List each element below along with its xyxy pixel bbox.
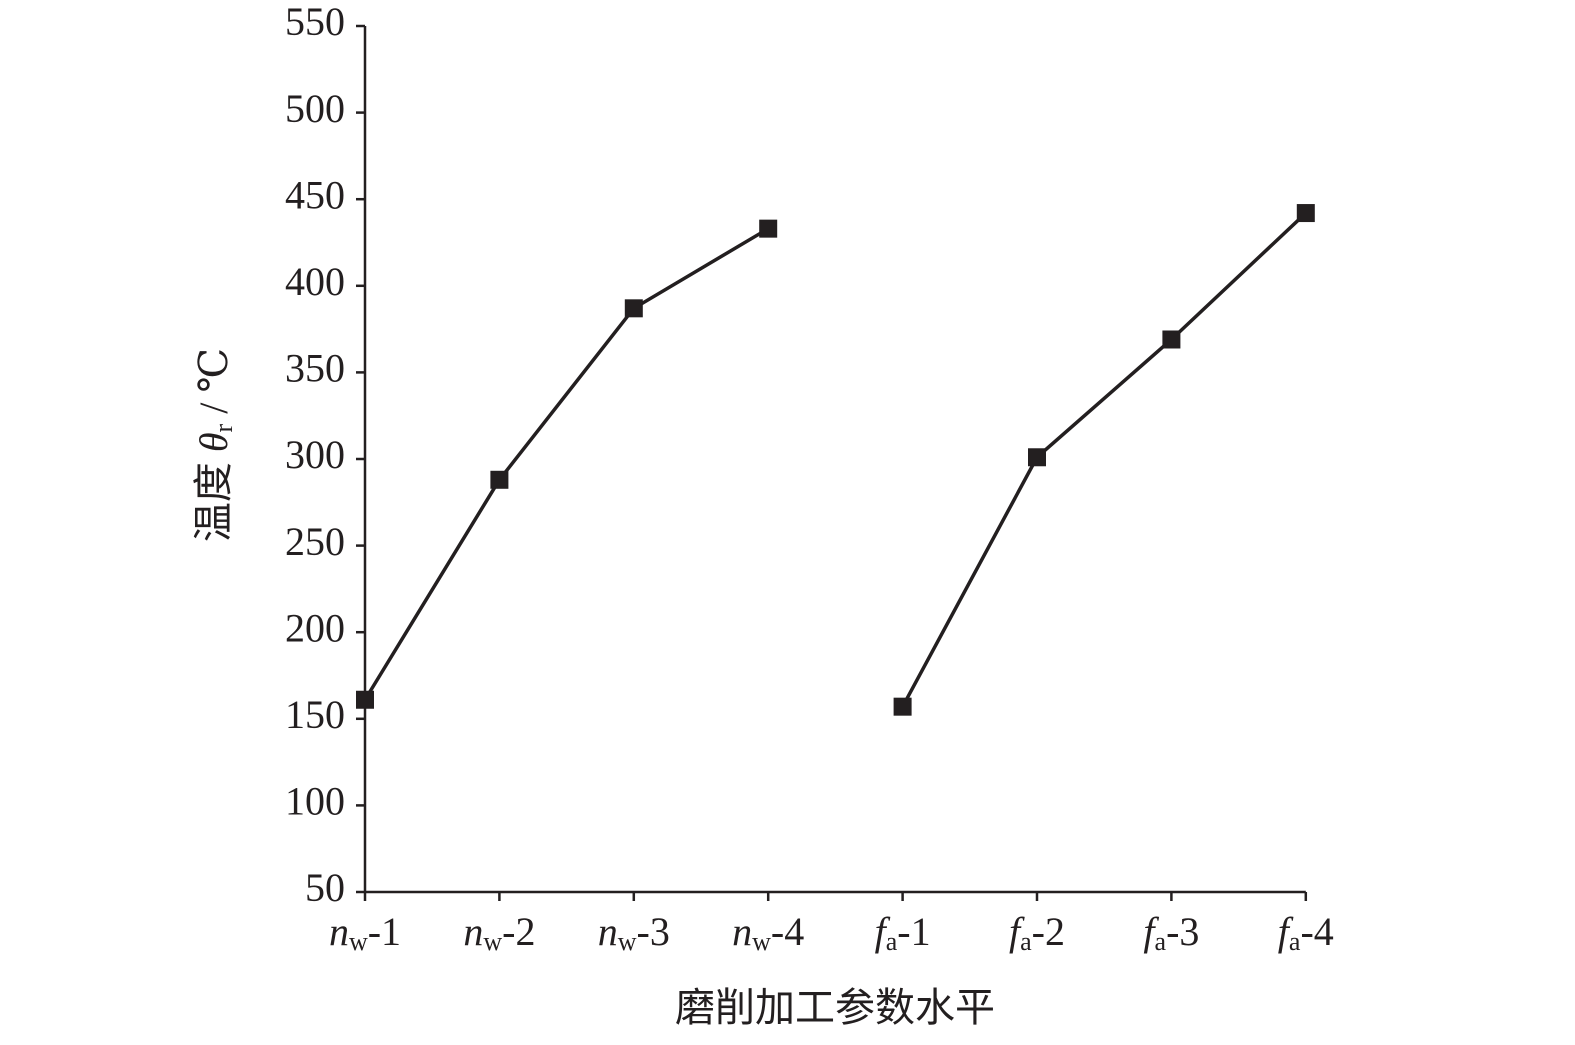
- x-tick-label: nw-2: [463, 909, 535, 956]
- y-tick-label: 100: [285, 779, 345, 824]
- x-tick-label: fa-4: [1278, 909, 1334, 956]
- x-tick-label: nw-4: [732, 909, 804, 956]
- x-tick-label: nw-3: [598, 909, 670, 956]
- y-axis-label: 温度 θr / ℃: [191, 348, 238, 542]
- y-tick-label: 50: [305, 865, 345, 910]
- series-line: [901, 211, 1307, 708]
- point-marker: [1028, 448, 1046, 467]
- y-tick-label: 450: [285, 172, 345, 217]
- point-marker: [1296, 204, 1315, 223]
- point-marker: [356, 690, 374, 709]
- x-tick-label: fa-1: [875, 909, 931, 956]
- y-tick-label: 400: [285, 259, 345, 304]
- x-axis-label: 磨削加工参数水平: [675, 985, 995, 1030]
- point-marker: [759, 219, 778, 238]
- x-tick-label: fa-3: [1143, 909, 1199, 956]
- y-tick-label: 150: [285, 692, 345, 737]
- point-marker: [893, 697, 912, 716]
- y-tick-label: 250: [285, 519, 345, 564]
- y-tick-label: 300: [285, 432, 345, 477]
- x-tick-label: fa-2: [1009, 909, 1065, 956]
- y-tick-label: 500: [285, 86, 345, 131]
- y-tick-label: 350: [285, 346, 345, 391]
- x-tick-label: nw-1: [329, 909, 401, 956]
- y-tick-label: 200: [285, 605, 345, 650]
- point-marker: [1162, 330, 1181, 349]
- y-tick-label: 550: [285, 0, 345, 44]
- point-marker: [490, 470, 509, 489]
- series-line: [363, 227, 770, 701]
- point-marker: [624, 299, 643, 318]
